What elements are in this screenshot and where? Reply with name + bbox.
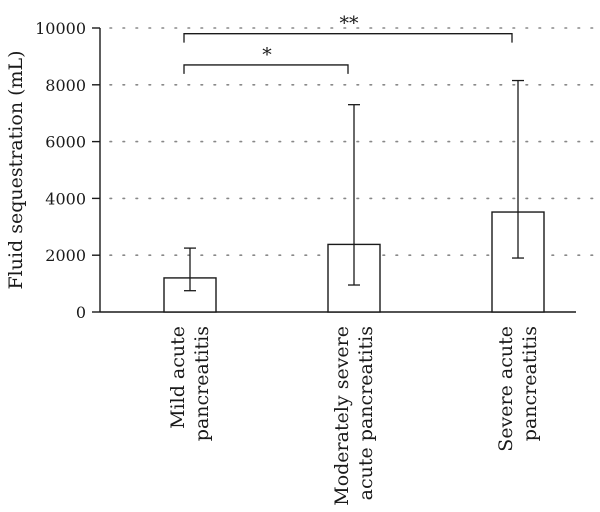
y-tick-label: 4000 bbox=[45, 189, 86, 208]
category-label: Severe acute pancreatitis bbox=[495, 326, 541, 452]
significance-bracket bbox=[183, 64, 349, 74]
error-bars bbox=[184, 79, 524, 292]
significance-brackets: *** bbox=[183, 13, 513, 74]
y-tick-label: 2000 bbox=[45, 246, 86, 265]
y-tick-label: 6000 bbox=[45, 133, 86, 152]
category-label: Mild acute pancreatitis bbox=[167, 326, 213, 441]
y-tick-labels: 0 2000 4000 6000 8000 10000 bbox=[35, 19, 86, 322]
y-axis-title: Fluid sequestration (mL) bbox=[5, 50, 27, 289]
category-label: Moderately severe acute pancreatitis bbox=[331, 326, 377, 506]
significance-label: * bbox=[262, 44, 272, 66]
category-label-line: pancreatitis bbox=[191, 326, 213, 441]
category-label-line: Moderately severe bbox=[331, 326, 353, 506]
y-tick-label: 10000 bbox=[35, 19, 86, 38]
category-labels: Mild acute pancreatitis Moderately severe a… bbox=[167, 326, 541, 506]
significance-bracket bbox=[183, 33, 513, 43]
category-label-line: Mild acute bbox=[167, 326, 189, 429]
y-tick-label: 8000 bbox=[45, 76, 86, 95]
category-label-line: Severe acute bbox=[495, 326, 517, 452]
bars bbox=[163, 211, 545, 313]
significance-label: ** bbox=[340, 13, 360, 35]
category-label-line: pancreatitis bbox=[519, 326, 541, 441]
category-label-line: acute pancreatitis bbox=[355, 326, 377, 500]
y-tick-label: 0 bbox=[76, 303, 86, 322]
